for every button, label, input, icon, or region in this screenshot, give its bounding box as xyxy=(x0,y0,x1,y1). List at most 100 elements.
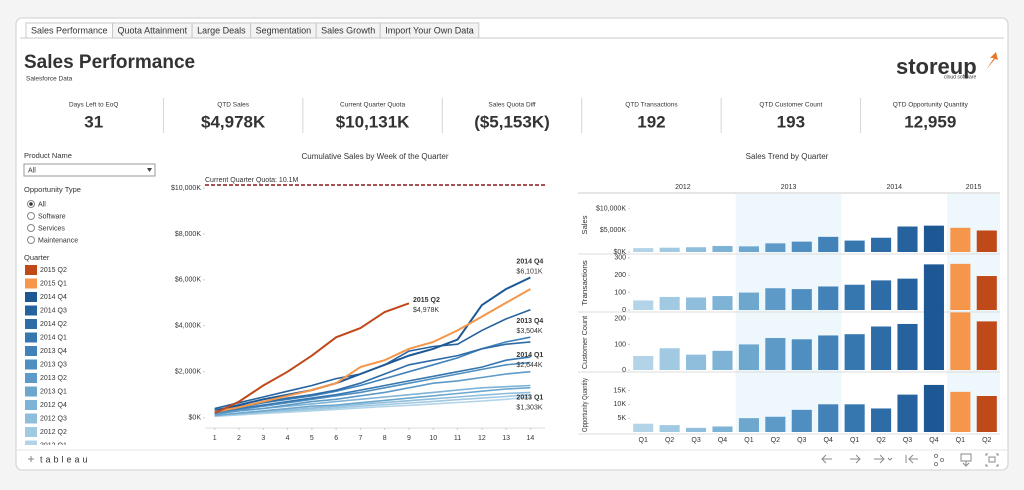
toolbar-brand: tableau xyxy=(40,454,91,464)
kpi-value: ($5,153K) xyxy=(474,112,550,131)
series-line xyxy=(214,393,531,417)
x-tick-label: Q1 xyxy=(744,437,753,444)
bar xyxy=(765,416,786,432)
revert-icon[interactable] xyxy=(874,454,893,464)
kpi-label: QTD Sales xyxy=(217,102,250,109)
tab[interactable]: Import Your Own Data xyxy=(379,22,480,39)
tab[interactable]: Sales Performance xyxy=(25,22,114,39)
bar xyxy=(765,338,786,370)
legend-label: 2012 Q3 xyxy=(40,415,67,422)
end-label-name: 2015 Q2 xyxy=(413,297,440,304)
kpi-value: 192 xyxy=(637,112,665,131)
year-shade xyxy=(735,194,842,432)
x-tick-label: 14 xyxy=(527,435,535,442)
end-label-value: $6,101K xyxy=(516,268,542,275)
tab-label: Large Deals xyxy=(197,25,246,35)
kpi-label: QTD Customer Count xyxy=(759,102,822,109)
panel-axis-title: Transactions xyxy=(582,260,589,306)
legend-label: 2015 Q2 xyxy=(40,267,67,274)
bar xyxy=(712,426,733,432)
bar xyxy=(712,350,733,370)
series-line xyxy=(214,288,531,413)
series-line xyxy=(214,356,531,413)
x-tick-label: 8 xyxy=(383,435,387,442)
bar xyxy=(659,296,680,310)
brand-icon xyxy=(28,456,34,462)
dropdown[interactable] xyxy=(23,163,156,177)
radio-label: Software xyxy=(38,213,66,220)
bar xyxy=(871,408,892,432)
legend-swatch xyxy=(25,332,37,343)
tab-label: Import Your Own Data xyxy=(385,25,474,35)
legend-title: Quarter xyxy=(24,253,50,262)
legend-label: 2015 Q1 xyxy=(40,280,67,287)
tab[interactable]: Sales Growth xyxy=(315,22,381,39)
year-label: 2014 xyxy=(886,184,902,191)
kpi-label: QTD Opportunity Quantity xyxy=(893,102,969,109)
legend-label: 2014 Q3 xyxy=(40,307,67,314)
bar xyxy=(923,264,944,310)
tab-label: Segmentation xyxy=(256,25,312,35)
end-label-name: 2013 Q1 xyxy=(516,395,543,402)
legend-label: 2013 Q4 xyxy=(40,348,67,355)
reset-icon[interactable] xyxy=(905,454,918,464)
legend-label: 2012 Q4 xyxy=(40,402,67,409)
bar xyxy=(897,323,918,370)
kpi-label: QTD Transactions xyxy=(625,102,678,109)
y-tick-label: $8,000K xyxy=(175,231,201,238)
bar xyxy=(976,396,997,432)
y-tick-label: $0K xyxy=(189,415,202,422)
kpi-value: $10,131K xyxy=(336,112,410,131)
legend-swatch xyxy=(25,373,37,383)
legend-swatch xyxy=(25,440,37,445)
tab[interactable]: Large Deals xyxy=(191,22,252,39)
bar xyxy=(738,292,759,310)
tab[interactable]: Quota Attainment xyxy=(112,22,193,39)
bar xyxy=(686,297,707,310)
tab-label: Quota Attainment xyxy=(118,25,188,35)
x-tick-label: Q1 xyxy=(639,437,648,444)
tab[interactable]: Segmentation xyxy=(250,22,317,39)
radio-label: Services xyxy=(38,225,65,232)
bar xyxy=(923,308,944,370)
x-tick-label: Q2 xyxy=(665,437,674,444)
end-label-value: $4,978K xyxy=(413,307,439,314)
y-tick-label: 15K xyxy=(614,387,627,394)
bar xyxy=(791,241,812,252)
bar xyxy=(818,286,839,310)
legend-swatch xyxy=(25,413,37,424)
bar xyxy=(712,296,733,310)
radio-button[interactable] xyxy=(27,224,35,232)
share-icon[interactable] xyxy=(933,453,939,459)
bar xyxy=(791,409,812,432)
bar xyxy=(686,247,707,252)
fullscreen-icon[interactable] xyxy=(985,453,999,467)
bar xyxy=(976,230,997,252)
download-icon[interactable] xyxy=(960,453,972,467)
legend-swatch xyxy=(25,427,37,437)
year-label: 2012 xyxy=(675,184,691,191)
series-line xyxy=(214,361,531,414)
y-tick-label: $5,000K xyxy=(600,227,626,234)
dropdown-arrow xyxy=(147,168,152,172)
tab-bar: Sales Performance Quota Attainment Large D… xyxy=(25,22,480,39)
x-tick-label: 13 xyxy=(502,435,510,442)
bar xyxy=(738,418,759,432)
radio-button[interactable] xyxy=(27,236,35,244)
bar xyxy=(659,348,680,370)
undo-icon[interactable] xyxy=(821,454,832,464)
logo-tagline: cloud software xyxy=(944,74,976,80)
panel-axis-title: Sales xyxy=(582,215,589,235)
tab-label: Sales Performance xyxy=(31,25,108,35)
legend-label: 2013 Q2 xyxy=(40,375,67,382)
redo-icon[interactable] xyxy=(850,454,861,464)
x-tick-label: 12 xyxy=(478,435,486,442)
bar xyxy=(633,300,654,310)
y-tick-label: 200 xyxy=(614,272,626,279)
radio-button[interactable] xyxy=(27,212,35,220)
y-tick-label: 5K xyxy=(617,415,626,422)
bar xyxy=(844,404,865,432)
bar xyxy=(659,425,680,432)
bar-chart: Sales Trend by Quarter 2012 2013 2014 2015 Sa… xyxy=(578,152,1000,444)
series-line xyxy=(214,302,410,415)
